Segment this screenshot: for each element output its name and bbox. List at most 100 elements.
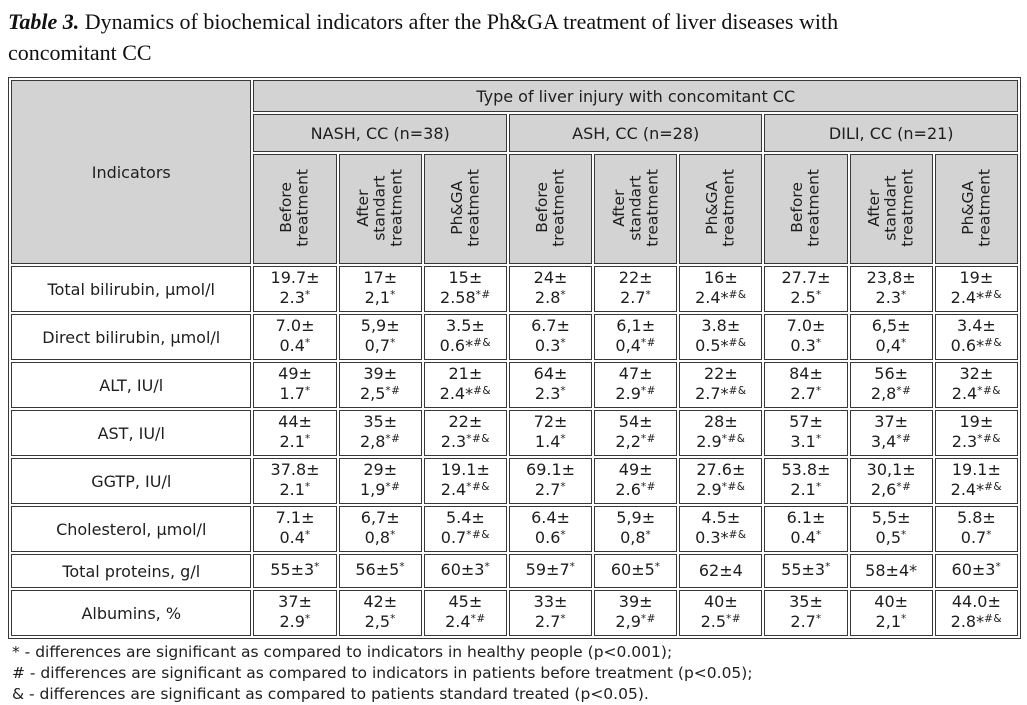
significance-marks: #&: [984, 337, 1003, 350]
value-cell: 22± 2.7*: [594, 266, 678, 313]
vertical-label: Before treatment: [788, 168, 823, 247]
injury-type-header-cell: Type of liver injury with concomitant CC: [253, 80, 1018, 113]
value-line: 19.7±: [270, 268, 320, 288]
value-line: 33±: [533, 592, 568, 612]
significance-marks: *: [560, 385, 567, 398]
value-line: 2.9*: [279, 612, 311, 632]
value-cell: 22± 2.3*#&: [423, 410, 507, 457]
value-line: 64±: [533, 364, 568, 384]
value-cell: 28± 2.9*#&: [679, 410, 763, 457]
indicator-cell: Direct bilirubin, µmol/l: [11, 314, 252, 361]
value-cell: 7.0± 0.3*: [764, 314, 848, 361]
value-cell: 37± 2.9*: [253, 590, 337, 637]
significance-marks: *#: [726, 613, 742, 626]
value-cell: 37.8± 2.1*: [253, 458, 337, 505]
value-line: 35±: [789, 592, 823, 612]
col-header-nash-before: Before treatment: [253, 154, 337, 265]
value-line: 60±3*: [951, 560, 1002, 580]
col-header-ash-after: After standart treatment: [594, 154, 678, 265]
value-cell: 44.0± 2.8*#&: [934, 590, 1018, 637]
biochemical-indicators-table: Indicators Type of liver injury with con…: [8, 77, 1021, 640]
group-header-nash: NASH, CC (n=38): [253, 114, 507, 153]
value-cell: 45± 2.4*#: [423, 590, 507, 637]
significance-marks: *: [314, 561, 320, 574]
table-caption: Table 3. Dynamics of biochemical indicat…: [8, 6, 1020, 68]
significance-marks: #&: [728, 289, 747, 302]
value-cell: 22± 2.7*#&: [679, 362, 763, 409]
value-line: 57±: [789, 412, 823, 432]
value-cell: 58±4*: [849, 554, 933, 589]
value-line: 2,1*: [364, 288, 396, 308]
value-line: 2.7*: [790, 384, 822, 404]
value-line: 39±: [618, 592, 653, 612]
significance-marks: *#: [640, 337, 656, 350]
value-cell: 7.1± 0.4*: [253, 506, 337, 553]
value-cell: 35± 2,8*#: [338, 410, 422, 457]
value-line: 17±: [363, 268, 398, 288]
value-line: 3.4±: [956, 316, 996, 336]
value-line: 2,1*: [875, 612, 907, 632]
value-line: 2.58*#: [440, 288, 491, 308]
value-line: 24±: [533, 268, 568, 288]
value-line: 2.1*: [279, 480, 311, 500]
value-cell: 44± 2.1*: [253, 410, 337, 457]
value-cell: 6.4± 0.6*: [508, 506, 593, 553]
value-line: 45±: [448, 592, 483, 612]
col-header-dili-phga: Ph&GA treatment: [934, 154, 1018, 265]
value-cell: 19.1± 2.4*#&: [934, 458, 1018, 505]
group-header-ash: ASH, CC (n=28): [508, 114, 763, 153]
significance-marks: *#: [470, 613, 486, 626]
significance-marks: *: [815, 385, 822, 398]
value-line: 29±: [363, 460, 398, 480]
value-line: 55±3*: [781, 560, 831, 580]
significance-marks: *: [569, 561, 576, 574]
value-cell: 6,1± 0,4*#: [594, 314, 678, 361]
col-header-dili-after: After standart treatment: [849, 154, 933, 265]
value-cell: 6,7± 0,8*: [338, 506, 422, 553]
col-header-nash-phga: Ph&GA treatment: [423, 154, 507, 265]
value-line: 22±: [703, 364, 738, 384]
value-line: 35±: [363, 412, 398, 432]
value-line: 1.4*: [534, 432, 567, 452]
value-line: 7.0±: [786, 316, 826, 336]
value-cell: 37± 3,4*#: [849, 410, 933, 457]
value-line: 19.1±: [951, 460, 1001, 480]
significance-marks: *: [484, 561, 491, 574]
value-line: 44±: [278, 412, 312, 432]
significance-marks: *: [654, 561, 661, 574]
value-cell: 17± 2,1*: [338, 266, 422, 313]
value-line: 32±: [959, 364, 994, 384]
value-line: 5,9±: [360, 316, 400, 336]
value-line: 0.4*: [279, 528, 311, 548]
value-line: 0,8*: [364, 528, 396, 548]
significance-marks: #&: [473, 385, 492, 398]
value-line: 2.1*: [790, 480, 822, 500]
value-line: 2.8*: [534, 288, 567, 308]
value-line: 0.6*#&: [950, 336, 1003, 356]
significance-marks: *: [390, 289, 396, 302]
value-cell: 60±3*: [934, 554, 1018, 589]
significance-marks: *: [560, 613, 567, 626]
significance-marks: #&: [728, 385, 747, 398]
value-cell: 59±7*: [508, 554, 593, 589]
significance-marks: *: [304, 385, 311, 398]
value-line: 60±5*: [610, 560, 661, 580]
header-row-top: Indicators Type of liver injury with con…: [11, 80, 1018, 265]
value-line: 58±4*: [865, 561, 918, 581]
significance-marks: *: [304, 289, 311, 302]
value-line: 2.9*#: [615, 384, 656, 404]
value-line: 19±: [959, 412, 994, 432]
value-line: 55±3*: [270, 560, 320, 580]
value-line: 0.7*: [960, 528, 992, 548]
value-line: 15±: [448, 268, 483, 288]
significance-marks: #&: [984, 481, 1003, 494]
value-line: 0,4*#: [615, 336, 656, 356]
significance-marks: *#&: [721, 481, 746, 494]
value-line: 59±7*: [525, 560, 576, 580]
significance-marks: *: [390, 337, 396, 350]
value-cell: 35± 2.7*: [764, 590, 848, 637]
significance-marks: *: [901, 613, 907, 626]
significance-marks: *: [560, 337, 567, 350]
value-line: 2.5*: [790, 288, 822, 308]
value-line: 0.3*: [790, 336, 822, 356]
